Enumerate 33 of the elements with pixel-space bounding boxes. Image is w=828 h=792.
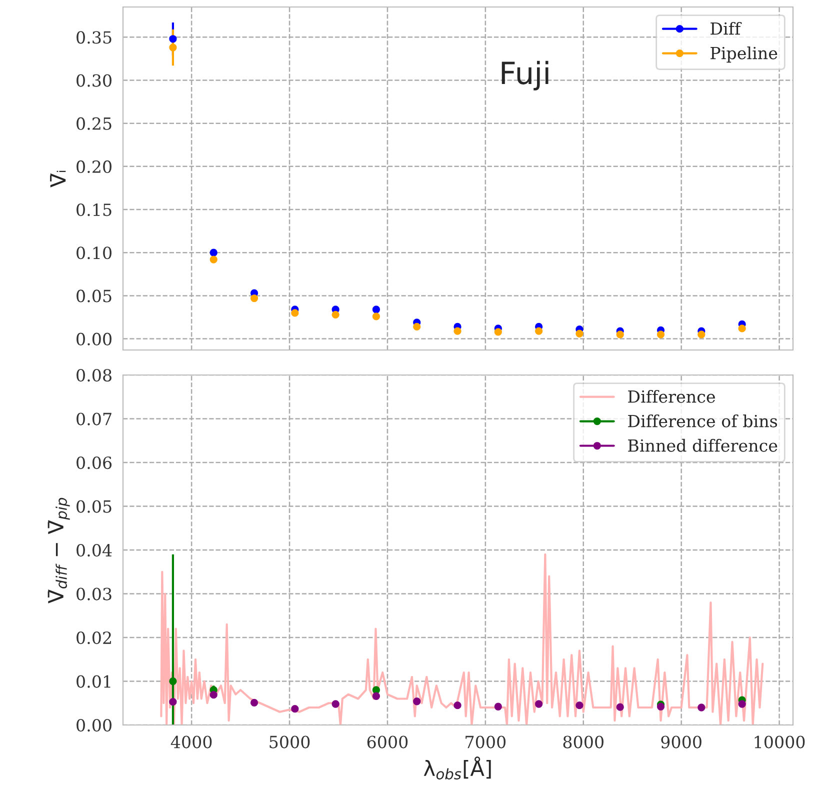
annotation: Fuji (502, 60, 548, 90)
y-tick-label: 0.15 (76, 203, 112, 216)
y-tick-label: 0.01 (76, 675, 110, 688)
legend-label: Diff (710, 22, 742, 35)
x-tick-label: 7000 (466, 736, 506, 748)
y-axis-title: V̄$_{diff}$ − V̄$_{pip}$ (48, 498, 70, 604)
y-tick-label: 0.04 (76, 544, 112, 557)
y-tick-label: 0.30 (76, 74, 112, 87)
y-tick-label: 0.35 (76, 31, 112, 44)
y-tick-label: 0.10 (76, 246, 112, 260)
y-tick-label: 0.02 (76, 631, 111, 644)
y-tick-label: 0.05 (76, 290, 112, 302)
y-tick-label: 0.07 (76, 412, 112, 426)
x-tick-label: 8000 (563, 736, 604, 748)
y-tick-label: 0.05 (76, 500, 112, 513)
x-axis-title: λ$_{obs}$[Å] (424, 756, 491, 780)
y-axis-title: V̄ᵢ (50, 170, 66, 188)
y-tick-label: 0.20 (76, 160, 112, 174)
x-tick-label: 5000 (270, 736, 310, 748)
x-tick-label: 4000 (170, 736, 212, 748)
legend-label: Difference (628, 390, 715, 403)
y-tick-label: 0.08 (76, 368, 112, 382)
y-tick-label: 0.00 (76, 332, 112, 346)
x-tick-label: 6000 (367, 736, 408, 748)
y-tick-label: 0.06 (76, 456, 112, 470)
legend-label: Binned difference (628, 438, 778, 452)
y-tick-label: 0.00 (76, 718, 112, 732)
y-tick-label: 0.25 (76, 117, 112, 130)
y-tick-label: 0.03 (76, 588, 112, 600)
legend-label: Difference of bins (628, 414, 778, 428)
x-tick-label: 10000 (754, 736, 805, 748)
legend-label: Pipeline (710, 46, 778, 63)
x-tick-label: 9000 (661, 736, 702, 748)
